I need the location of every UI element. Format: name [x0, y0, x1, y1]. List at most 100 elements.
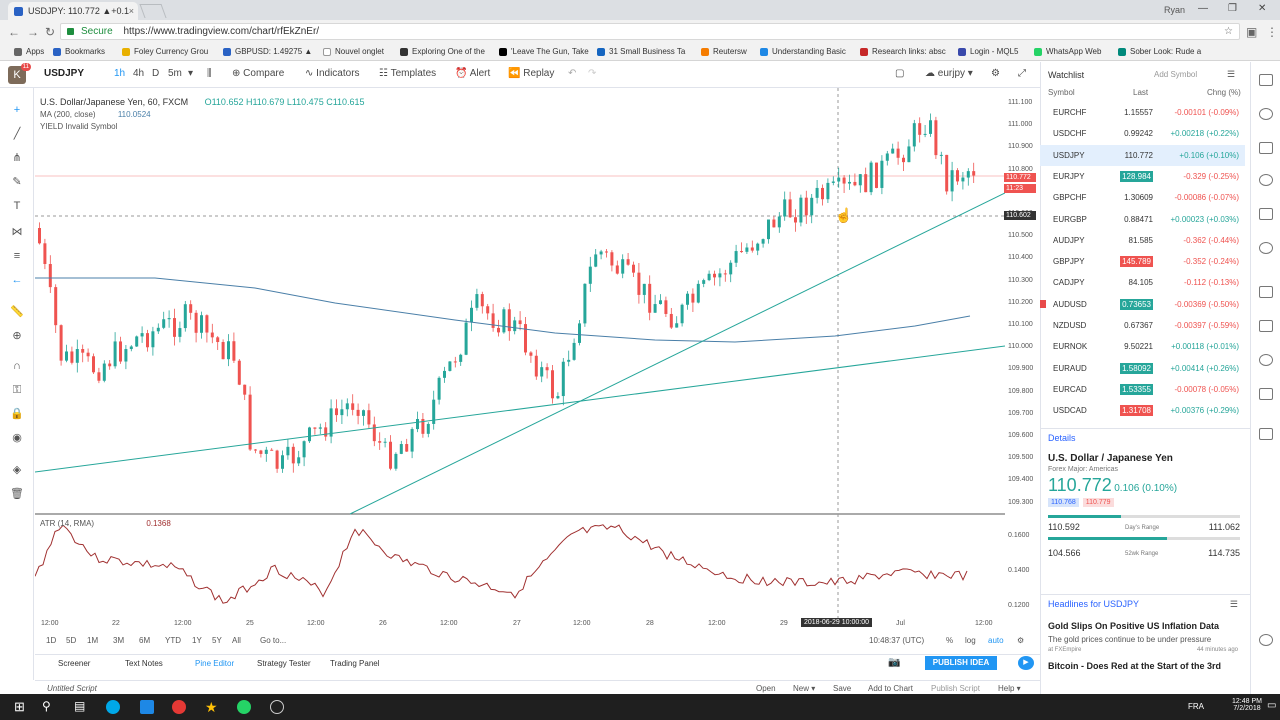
watchlist-row[interactable]: AUDUSD 0.73653 -0.00369 (-0.50%) — [1040, 294, 1245, 315]
fullscreen-icon[interactable]: ⤢ — [1018, 68, 1026, 79]
forward-icon[interactable]: → — [27, 25, 39, 39]
headline-title[interactable]: Bitcoin - Does Red at the Start of the 3… — [1048, 661, 1222, 671]
publish-idea-button[interactable]: PUBLISH IDEA — [925, 656, 997, 670]
log-toggle[interactable]: log — [965, 636, 976, 645]
lock-icon[interactable]: 🔒 — [10, 408, 24, 420]
windows-start-icon[interactable]: ⊞ — [14, 699, 25, 714]
watchlist-row[interactable]: USDCHF 0.99242 +0.00218 (+0.22%) — [1040, 123, 1245, 144]
range-1y[interactable]: 1Y — [192, 636, 202, 645]
undo-icon[interactable]: ↶ — [568, 68, 577, 79]
watchlist-row[interactable]: CADJPY 84.105 -0.112 (-0.13%) — [1040, 272, 1245, 293]
watchlist-row[interactable]: EURJPY 128.984 -0.329 (-0.25%) — [1040, 166, 1245, 187]
range-1m[interactable]: 1M — [87, 636, 99, 645]
chat-icon[interactable] — [1259, 320, 1273, 332]
range-6m[interactable]: 6M — [139, 636, 151, 645]
alerts-icon[interactable] — [1259, 108, 1273, 120]
watchlist-row[interactable]: GBPJPY 145.789 -0.352 (-0.24%) — [1040, 251, 1245, 272]
back-icon[interactable]: ← — [8, 25, 20, 39]
list-menu-icon[interactable]: ☰ — [1227, 69, 1236, 79]
goto-button[interactable]: Go to... — [260, 636, 287, 645]
interval-d[interactable]: D — [152, 68, 160, 79]
indicators-button[interactable]: ∿ Indicators — [305, 68, 360, 79]
maximize-icon[interactable]: ❐ — [1228, 3, 1237, 14]
watchlist-row[interactable]: EURCAD 1.53355 -0.00078 (-0.05%) — [1040, 379, 1245, 400]
watchlist-icon[interactable] — [1259, 74, 1273, 86]
bookmark-item[interactable]: Exploring One of the — [400, 43, 485, 60]
help-center-icon[interactable] — [1259, 634, 1273, 646]
alert-button[interactable]: ⏰ Alert — [455, 68, 491, 79]
watchlist-row[interactable]: GBPCHF 1.30609 -0.00086 (-0.07%) — [1040, 187, 1245, 208]
yield-label[interactable]: YIELD Invalid Symbol — [40, 122, 118, 131]
crosshair-icon[interactable]: + — [13, 104, 21, 116]
range-1d[interactable]: 1D — [46, 636, 57, 645]
add-to-chart-button[interactable]: Add to Chart — [868, 684, 913, 693]
browser-tab[interactable]: USDJPY: 110.772 ▲+0.1 × — [8, 2, 138, 20]
redo-icon[interactable]: ↷ — [588, 68, 597, 79]
whatsapp-icon[interactable] — [237, 700, 251, 714]
new-button[interactable]: New ▾ — [793, 684, 816, 693]
interval-1h[interactable]: 1h — [114, 68, 126, 79]
help-icon[interactable] — [1259, 388, 1273, 400]
interval-5m[interactable]: 5m — [168, 68, 182, 79]
ideas-icon[interactable] — [1259, 242, 1273, 254]
watchlist-title[interactable]: Watchlist — [1048, 70, 1085, 80]
templates-button[interactable]: ☷ Templates — [379, 68, 437, 79]
lock-drawings-icon[interactable]: ⚿ — [12, 384, 22, 396]
zoom-icon[interactable]: ⊕ — [12, 330, 22, 342]
bookmark-item[interactable]: Apps — [14, 43, 44, 60]
atr-label[interactable]: ATR (14, RMA) — [40, 519, 95, 528]
notification-center-icon[interactable]: ▭ — [1267, 700, 1277, 711]
language-indicator[interactable]: FRA — [1188, 702, 1204, 711]
range-3m[interactable]: 3M — [113, 636, 125, 645]
notifications-icon[interactable] — [1259, 354, 1273, 366]
col-symbol[interactable]: Symbol — [1048, 88, 1075, 97]
bookmark-item[interactable]: Nouvel onglet — [323, 43, 384, 60]
camera-icon[interactable]: 📷 — [888, 657, 901, 668]
back-arrow-icon[interactable]: ← — [11, 274, 23, 286]
range-ytd[interactable]: YTD — [165, 636, 181, 645]
trendline-icon[interactable]: ╱ — [13, 128, 21, 140]
user-avatar[interactable]: K 11 — [8, 63, 31, 84]
layout-button[interactable]: ☁ eurjpy ▾ — [925, 68, 973, 79]
tab-strategy-tester[interactable]: Strategy Tester — [257, 659, 311, 668]
text-icon[interactable]: T — [13, 200, 21, 212]
tab-screener[interactable]: Screener — [58, 659, 91, 668]
help-button[interactable]: Help ▾ — [998, 684, 1021, 693]
replay-button[interactable]: ⏪ Replay — [508, 68, 555, 79]
settings-icon[interactable]: ⚙ — [1017, 636, 1025, 645]
app-icon[interactable] — [270, 700, 284, 714]
bookmark-item[interactable]: Reutersw — [701, 43, 747, 60]
skype-icon[interactable] — [106, 700, 120, 714]
range-5y[interactable]: 5Y — [212, 636, 222, 645]
symbol-search[interactable]: USDJPY — [44, 68, 85, 79]
pitchfork-icon[interactable]: ⋔ — [12, 152, 22, 164]
watchlist-row[interactable]: EURGBP 0.88471 +0.00023 (+0.03%) — [1040, 209, 1245, 230]
headlines-title[interactable]: Headlines for USDJPY — [1048, 599, 1140, 609]
system-clock[interactable]: 12:48 PM 7/2/2018 — [1232, 698, 1262, 712]
bookmark-item[interactable]: Research links: absc — [860, 43, 946, 60]
range-5d[interactable]: 5D — [66, 636, 77, 645]
utc-clock[interactable]: 10:48:37 (UTC) — [869, 636, 925, 645]
pattern-icon[interactable]: ⋈ — [11, 226, 23, 238]
add-symbol-input[interactable]: Add Symbol — [1154, 70, 1198, 79]
trash-icon[interactable]: 🗑 — [10, 488, 24, 500]
url-input[interactable]: Secure https://www.tradingview.com/chart… — [60, 23, 1240, 40]
publish-script-button[interactable]: Publish Script — [931, 684, 980, 693]
watchlist-row[interactable]: EURAUD 1.58092 +0.00414 (+0.26%) — [1040, 358, 1245, 379]
save-button[interactable]: Save — [833, 684, 852, 693]
hotlist-icon[interactable] — [1259, 174, 1273, 186]
new-tab-button[interactable] — [139, 4, 167, 18]
auto-toggle[interactable]: auto — [988, 636, 1004, 645]
headline-title[interactable]: Gold Slips On Positive US Inflation Data — [1048, 621, 1220, 631]
percent-toggle[interactable]: % — [946, 636, 954, 645]
tab-text-notes[interactable]: Text Notes — [125, 659, 163, 668]
data-window-icon[interactable] — [1259, 142, 1273, 154]
extension-icon[interactable]: ▣ — [1246, 25, 1258, 39]
fib-icon[interactable]: ≡ — [13, 250, 21, 262]
bookmark-item[interactable]: GBPUSD: 1.49275 ▲ — [223, 43, 312, 60]
watchlist-row[interactable]: EURNOK 9.50221 +0.00118 (+0.01%) — [1040, 336, 1245, 357]
bookmark-item[interactable]: Sober Look: Rude a — [1118, 43, 1201, 60]
ma-label[interactable]: MA (200, close) — [40, 110, 96, 119]
star-app-icon[interactable]: ★ — [205, 699, 218, 715]
order-panel-icon[interactable] — [1259, 428, 1273, 440]
